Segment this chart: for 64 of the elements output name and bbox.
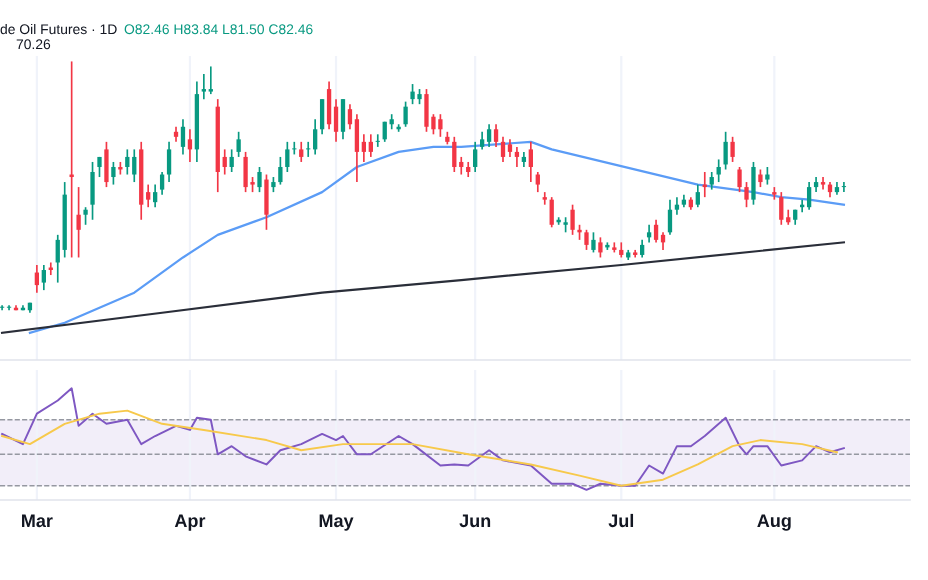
candlestick <box>424 88 429 133</box>
candlestick <box>438 113 443 138</box>
candlestick <box>591 231 596 254</box>
candlestick <box>313 118 318 156</box>
candlestick <box>695 183 700 209</box>
candlestick <box>653 218 659 244</box>
candlestick <box>111 161 116 186</box>
candlestick <box>354 113 360 183</box>
candlestick <box>187 128 193 163</box>
candlestick <box>375 133 380 148</box>
candlestick <box>132 148 137 183</box>
candlestick <box>299 141 304 163</box>
candlestick <box>751 161 756 206</box>
candlestick <box>737 166 742 193</box>
x-tick-label: Jun <box>459 514 491 528</box>
candlestick <box>820 176 826 191</box>
candlestick <box>542 191 547 206</box>
candlestick <box>166 141 172 183</box>
candlestick <box>292 141 297 156</box>
candlestick <box>535 171 540 193</box>
candlestick <box>319 98 325 136</box>
candlestick <box>584 228 589 251</box>
candlestick <box>493 123 499 148</box>
candlestick <box>452 135 457 173</box>
candlestick <box>549 196 554 229</box>
candlestick <box>0 304 5 312</box>
candlestick <box>6 304 12 312</box>
candlestick <box>159 171 165 196</box>
candlestick <box>326 80 332 131</box>
candlestick <box>806 181 812 211</box>
candlestick <box>152 183 158 209</box>
candlestick <box>500 135 506 163</box>
candlestick <box>264 173 269 231</box>
candlestick <box>730 135 735 163</box>
candlestick <box>598 236 603 259</box>
x-tick-label: May <box>319 514 354 531</box>
candlestick <box>473 141 478 173</box>
candlestick <box>403 100 408 128</box>
candlestick <box>41 264 46 291</box>
candlestick <box>779 191 784 226</box>
candlestick <box>125 148 130 176</box>
candlestick <box>514 146 520 168</box>
candlestick <box>368 133 373 158</box>
candlestick <box>340 98 346 141</box>
x-tick-label: Mar <box>22 514 53 528</box>
candlestick <box>243 151 248 193</box>
candlestick <box>667 198 673 236</box>
candlestick <box>208 65 213 95</box>
candlestick <box>180 118 186 156</box>
candlestick <box>841 181 847 193</box>
candlestick <box>76 186 81 259</box>
candlestick <box>528 141 533 183</box>
x-tick-label: Jul <box>608 513 634 528</box>
candlestick <box>674 196 680 216</box>
candlestick <box>486 123 492 148</box>
candlestick <box>744 181 749 209</box>
x-tick-label: Apr <box>174 514 206 531</box>
candlestick <box>104 141 109 188</box>
candlestick <box>201 73 206 100</box>
candlestick <box>410 83 415 105</box>
candlestick <box>257 166 262 193</box>
candlestick <box>90 161 95 221</box>
x-tick-label: Aug <box>757 514 791 531</box>
candlestick <box>570 203 575 236</box>
